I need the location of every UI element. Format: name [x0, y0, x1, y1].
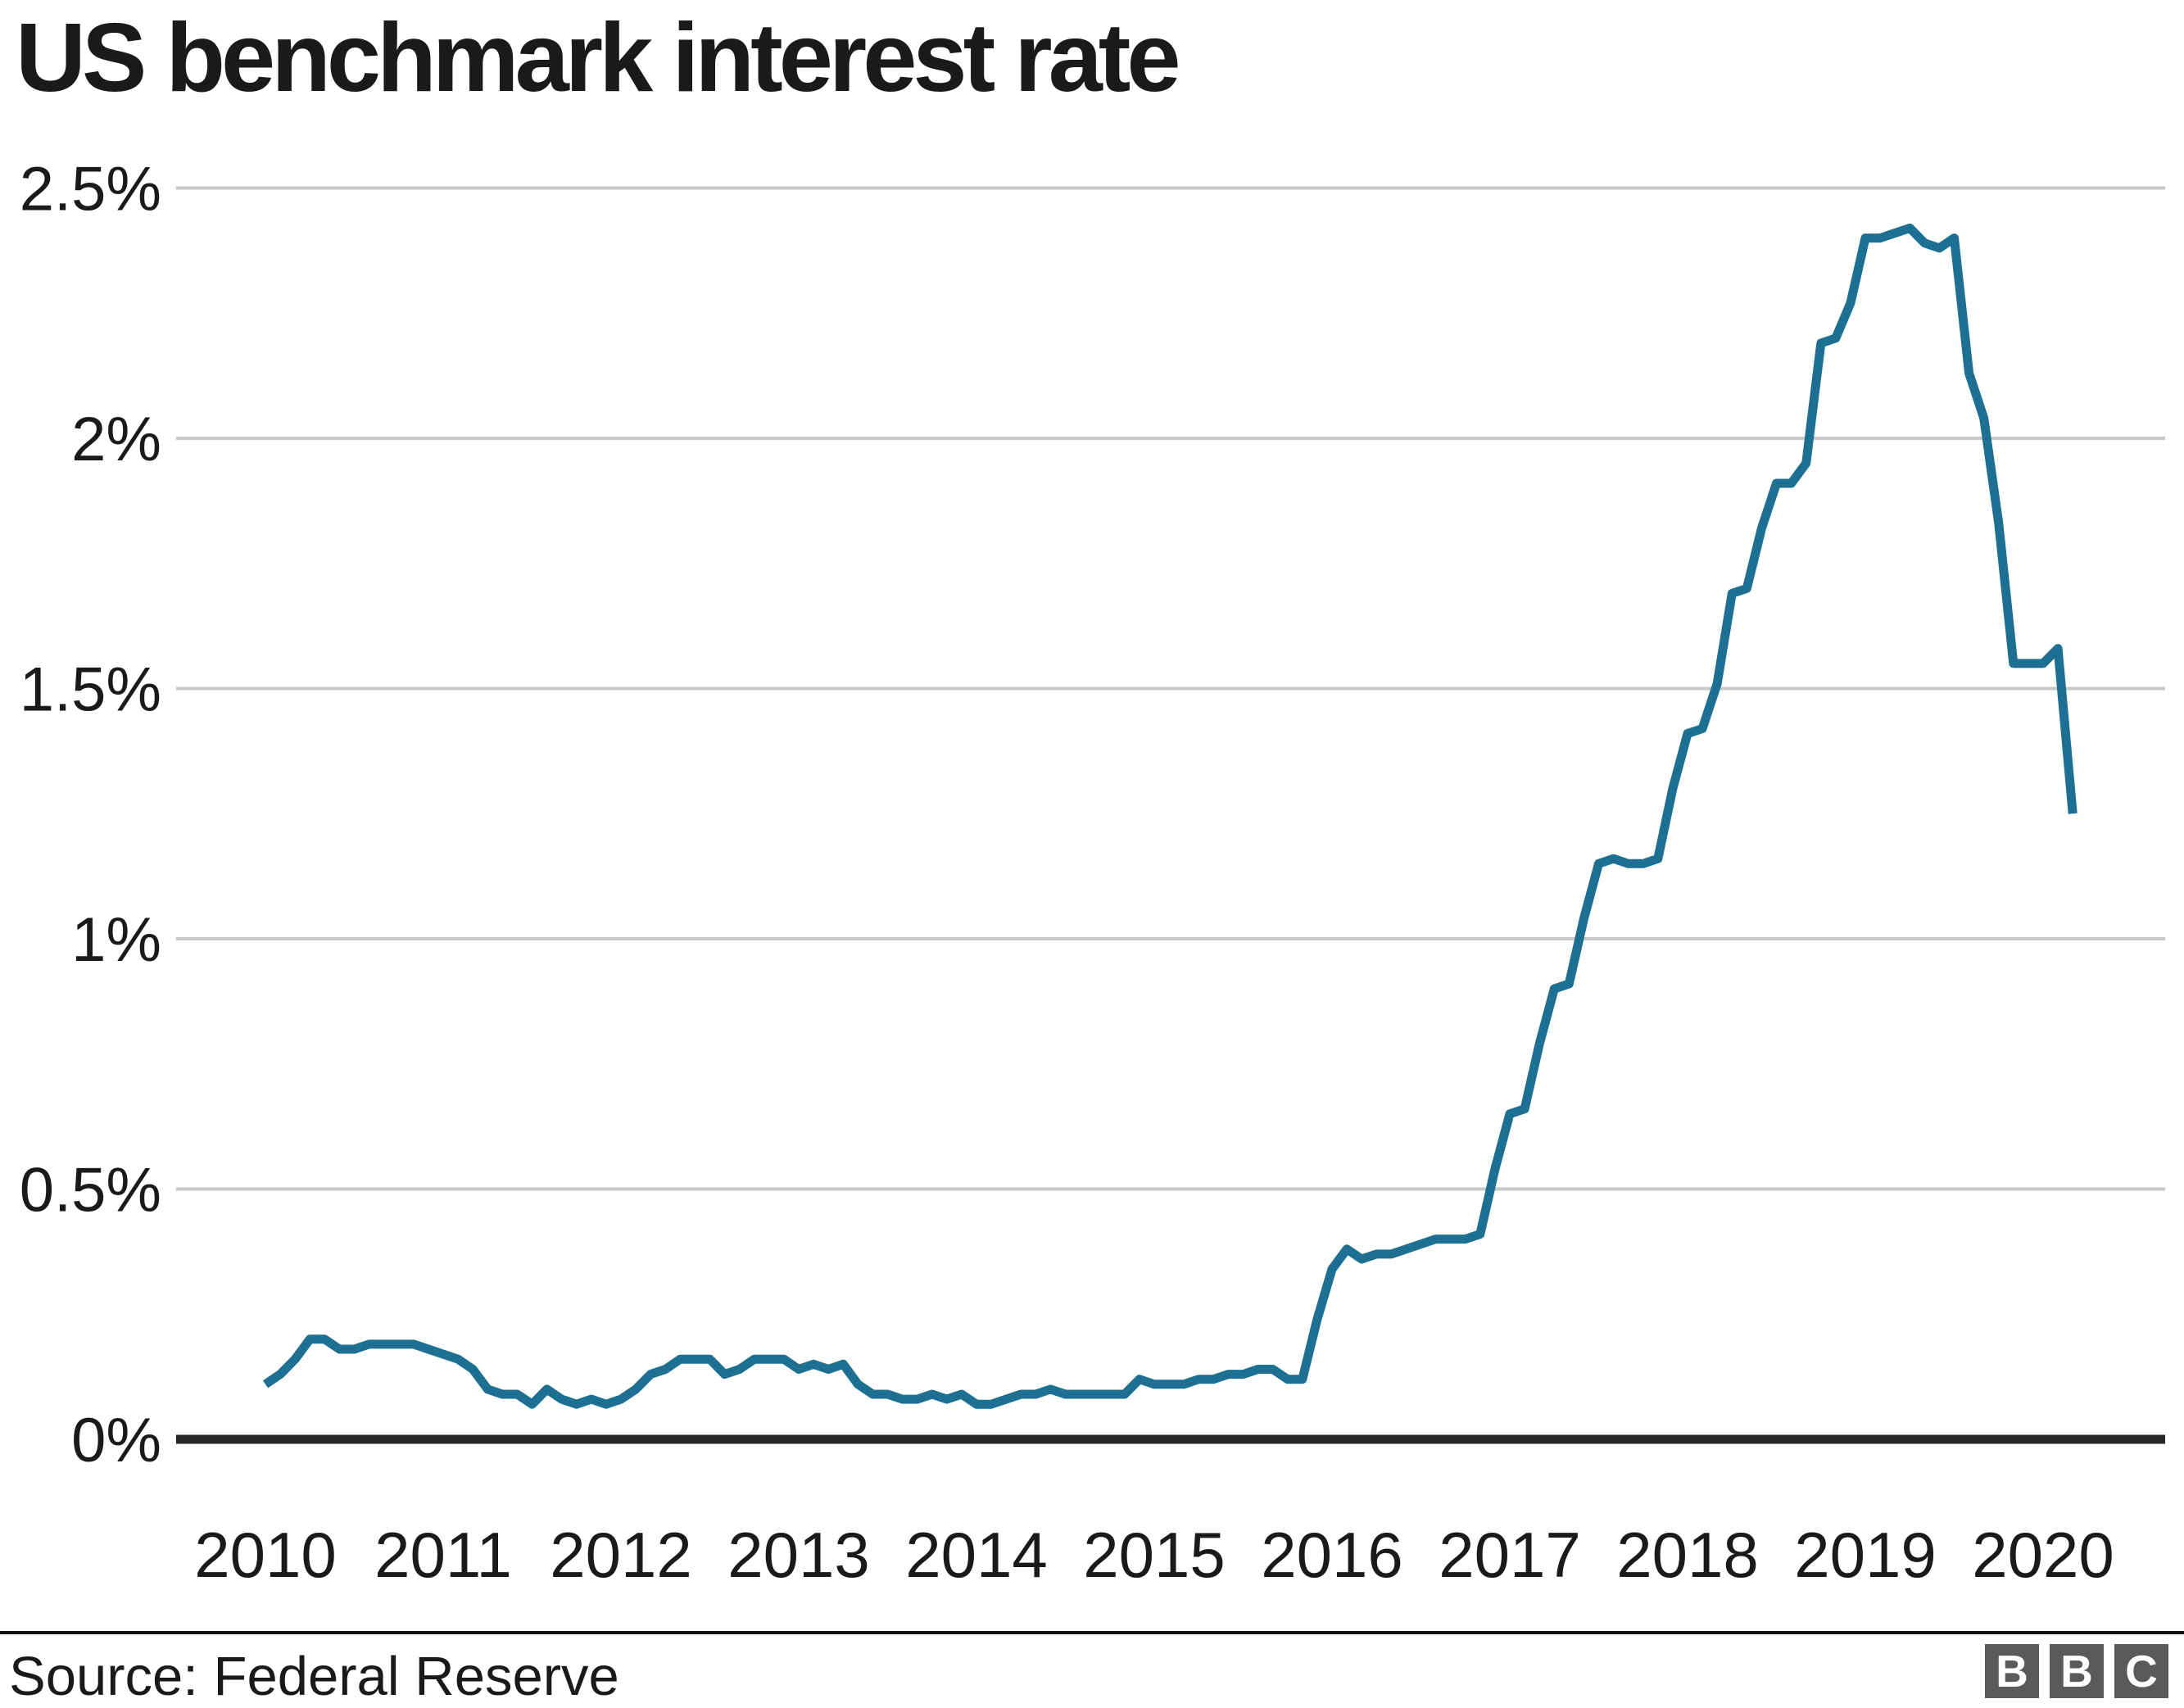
x-tick-label-2019: 2019: [1794, 1519, 1937, 1591]
chart-title: US benchmark interest rate: [16, 3, 1181, 112]
bbc-logo: B B C: [1985, 1644, 2168, 1698]
x-tick-label-2015: 2015: [1083, 1519, 1226, 1591]
x-tick-label-2018: 2018: [1616, 1519, 1759, 1591]
x-tick-label-2017: 2017: [1439, 1519, 1581, 1591]
bbc-logo-block-b1: B: [1985, 1644, 2039, 1698]
y-tick-label-0%: 0%: [71, 1406, 161, 1475]
rate-line-series: [262, 223, 2078, 1409]
y-tick-label-0.5%: 0.5%: [20, 1156, 161, 1226]
x-tick-label-2014: 2014: [905, 1519, 1048, 1591]
x-tick-label-2016: 2016: [1261, 1519, 1403, 1591]
y-tick-label-2%: 2%: [71, 405, 161, 474]
y-tick-label-2.5%: 2.5%: [20, 155, 161, 224]
gridlines: [176, 186, 2165, 1444]
bbc-logo-block-c: C: [2114, 1644, 2168, 1698]
y-axis-labels: 0% 0.5% 1% 1.5% 2% 2.5%: [20, 155, 161, 1476]
x-tick-label-2020: 2020: [1972, 1519, 2114, 1591]
x-tick-label-2010: 2010: [194, 1519, 337, 1591]
x-tick-label-2013: 2013: [727, 1519, 870, 1591]
y-tick-label-1.5%: 1.5%: [20, 655, 161, 725]
x-tick-label-2012: 2012: [550, 1519, 692, 1591]
bbc-logo-block-b2: B: [2050, 1644, 2104, 1698]
source-caption: Source: Federal Reserve: [9, 1646, 619, 1707]
x-tick-label-2011: 2011: [374, 1519, 512, 1591]
footer-divider: [0, 1631, 2184, 1634]
y-tick-label-1%: 1%: [71, 905, 161, 975]
x-axis-labels: 2010 2011 2012 2013 2014 2015 2016 2017 2018 2019…: [194, 1519, 2114, 1591]
